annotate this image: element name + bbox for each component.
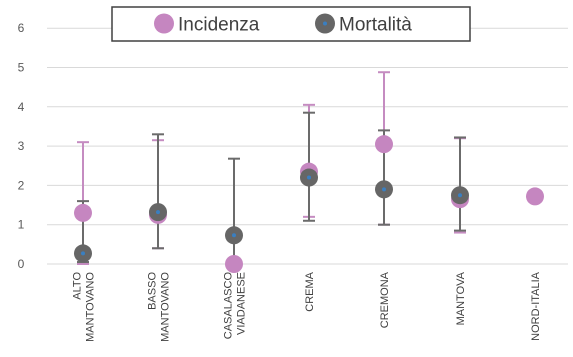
y-tick-label: 2 — [18, 178, 25, 192]
x-category-label-line: CASALASCO — [223, 272, 235, 340]
y-tick-label: 4 — [18, 100, 25, 114]
x-category-label-line: MANTOVANO — [85, 272, 97, 342]
x-category-label: CREMONA — [379, 271, 391, 328]
mortalita-point-center — [382, 187, 386, 192]
x-category-label: CREMA — [304, 271, 316, 311]
mortalita-point-center — [307, 175, 311, 180]
mortalita-point-center — [458, 193, 462, 198]
mortalita-point-center — [232, 233, 236, 238]
y-tick-label: 0 — [18, 257, 25, 271]
legend-marker-incidenza — [154, 13, 174, 34]
mortalita-point-center — [156, 210, 160, 215]
x-category-label: NORD-ITALIA — [530, 271, 542, 341]
x-axis-labels: ALTO MANTOVANO BASSO MANTOVANO CASALASCO VIAD… — [72, 271, 543, 342]
x-category-label-line: CREMA — [304, 271, 316, 311]
x-category-label-line: NORD-ITALIA — [530, 271, 542, 341]
x-category-label-line: MANTOVANO — [160, 272, 172, 342]
legend: Incidenza Mortalità — [111, 6, 471, 42]
incidenza-point — [225, 255, 243, 273]
y-tick-label: 1 — [18, 218, 25, 232]
error-bars — [77, 71, 466, 265]
mortalita-point-center — [81, 251, 85, 256]
y-tick-label: 6 — [18, 21, 25, 35]
y-axis-ticks: 0 1 2 3 4 5 6 — [18, 21, 25, 271]
x-category-label-line: CREMONA — [379, 271, 391, 328]
legend-label-mortalita: Mortalità — [339, 15, 412, 36]
data-points — [74, 135, 544, 273]
y-tick-label: 3 — [18, 139, 25, 153]
y-tick-label: 5 — [18, 61, 25, 75]
x-category-label: MANTOVA — [455, 271, 467, 325]
x-category-label: BASSO MANTOVANO — [147, 272, 172, 342]
x-category-label: ALTO MANTOVANO — [72, 272, 97, 342]
x-category-label-line: VIADANESE — [236, 272, 248, 335]
x-category-label-line: MANTOVA — [455, 271, 467, 325]
x-category-label: CASALASCO VIADANESE — [223, 272, 248, 340]
legend-marker-dot — [323, 21, 327, 26]
x-category-label-line: ALTO — [72, 272, 84, 300]
x-category-label-line: BASSO — [147, 272, 159, 310]
incidenza-point — [375, 135, 393, 154]
gridlines — [47, 27, 568, 265]
legend-label-incidenza: Incidenza — [178, 15, 260, 36]
incidenza-point — [526, 187, 544, 206]
incidenza-point — [74, 203, 92, 222]
